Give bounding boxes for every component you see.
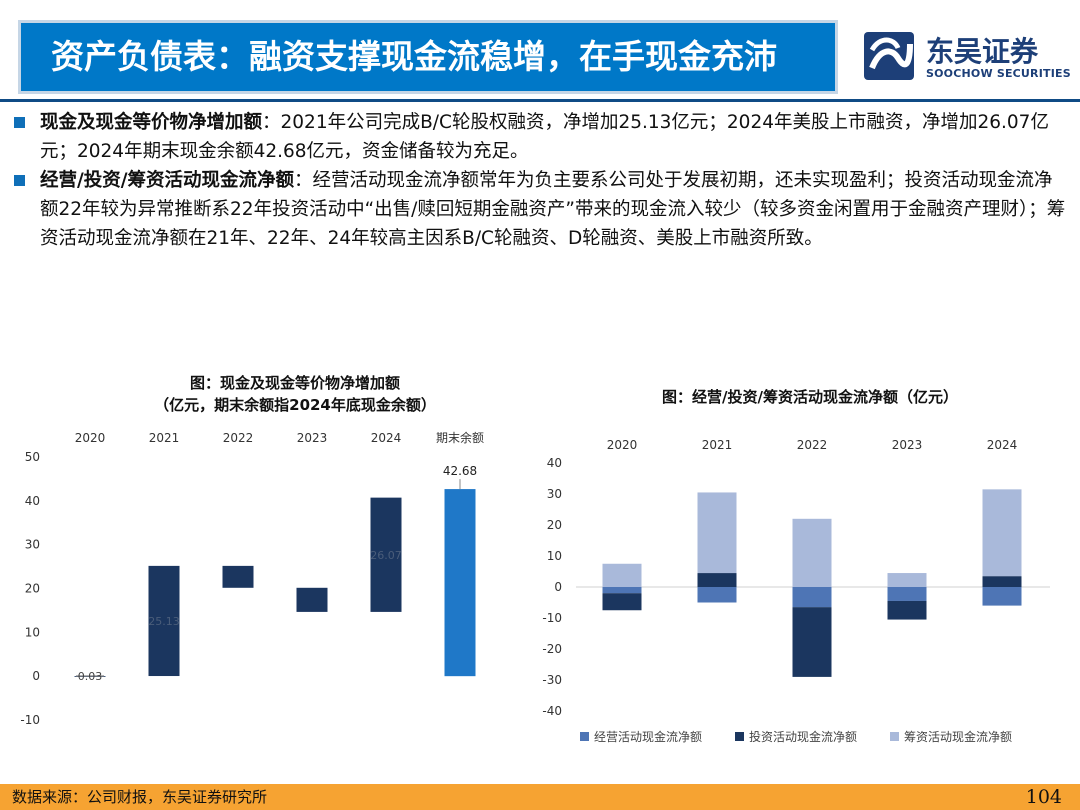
y-tick-label: 20	[25, 582, 40, 596]
stacked-bar-segment	[697, 573, 737, 587]
data-label: 25.13	[148, 615, 180, 628]
square-bullet-icon	[14, 175, 25, 186]
y-tick-label: 30	[547, 487, 562, 501]
x-tick-label: 2021	[149, 431, 180, 445]
legend-label: 筹资活动现金流净额	[904, 729, 1012, 744]
waterfall-bar	[370, 497, 402, 612]
stacked-bar-segment	[887, 573, 927, 587]
data-label: 26.07	[370, 549, 402, 562]
footer-bar: 数据来源：公司财报，东吴证券研究所 104	[0, 784, 1080, 810]
title-bar: 资产负债表：融资支撑现金流稳增，在手现金充沛	[18, 20, 838, 94]
stacked-bar-segment	[982, 576, 1022, 587]
y-tick-label: 40	[25, 494, 40, 508]
stacked-bar-segment	[602, 593, 642, 611]
stacked-bar-segment	[887, 587, 927, 601]
bullet-text: ：2021年公司完成B/C轮股权融资，净增加25.13亿元；2024年美股上市融…	[40, 112, 1049, 162]
y-tick-label: -20	[542, 642, 562, 656]
x-tick-label: 2022	[223, 431, 254, 445]
y-tick-label: -40	[542, 704, 562, 718]
page-number: 104	[1025, 786, 1062, 808]
bullet-item-cash-increase: 现金及现金等价物净增加额：2021年公司完成B/C轮股权融资，净增加25.13亿…	[14, 108, 1066, 166]
y-tick-label: 40	[547, 456, 562, 470]
stacked-bar-segment	[982, 489, 1022, 577]
x-tick-label: 2021	[702, 438, 733, 452]
footer-source: 数据来源：公司财报，东吴证券研究所	[12, 788, 268, 806]
x-tick-label: 2020	[75, 431, 106, 445]
chart2-title: 图：经营/投资/筹资活动现金流净额（亿元）	[662, 388, 958, 406]
legend-label: 经营活动现金流净额	[594, 729, 702, 744]
data-label: 42.68	[443, 464, 477, 478]
square-bullet-icon	[14, 117, 25, 128]
bullet-list: 现金及现金等价物净增加额：2021年公司完成B/C轮股权融资，净增加25.13亿…	[14, 108, 1066, 253]
stacked-bar-segment	[792, 607, 832, 677]
bullet-item-cash-flow: 经营/投资/筹资活动现金流净额：经营活动现金流净额常年为负主要系公司处于发展初期…	[14, 166, 1066, 253]
chart1-title: 图：现金及现金等价物净增加额 （亿元，期末余额指2024年底现金余额）	[60, 372, 530, 416]
header-rule	[0, 99, 1080, 102]
y-tick-label: 50	[25, 450, 40, 464]
y-tick-label: 0	[32, 669, 40, 683]
chart2-stacked-bar: 40 30 20 10 0 -10 -20 -30 -40 2020 2021 2022 2023 202…	[542, 438, 1050, 744]
y-tick-label: -30	[542, 673, 562, 687]
stacked-bar-segment	[602, 587, 642, 594]
chart1-title-line2: （亿元，期末余额指2024年底现金余额）	[154, 396, 436, 414]
bullet-lead: 经营/投资/筹资活动现金流净额	[40, 170, 295, 191]
logo-mark-icon	[864, 32, 914, 80]
page-title: 资产负债表：融资支撑现金流稳增，在手现金充沛	[51, 37, 777, 76]
bullet-lead: 现金及现金等价物净增加额	[40, 112, 263, 133]
y-tick-label: 0	[554, 580, 562, 594]
y-tick-label: 20	[547, 518, 562, 532]
legend-swatch	[890, 732, 899, 741]
x-tick-label: 期末余额	[436, 430, 484, 445]
legend-label: 投资活动现金流净额	[749, 729, 857, 744]
stacked-bar-segment	[602, 563, 642, 587]
stacked-bar-segment	[792, 587, 832, 608]
logo-name: 东吴证券	[926, 35, 1039, 68]
bullet-text: ：经营活动现金流净额常年为负主要系公司处于发展初期，还未实现盈利；投资活动现金流…	[40, 170, 1066, 249]
legend-swatch	[580, 732, 589, 741]
x-tick-label: 2023	[892, 438, 923, 452]
x-tick-label: 2022	[797, 438, 828, 452]
legend-swatch	[735, 732, 744, 741]
y-tick-label: 30	[25, 538, 40, 552]
chart1-waterfall: 50 40 30 20 10 0 -10 2020 0.03 2021 25.13 2022 2023 2…	[20, 430, 484, 727]
y-tick-label: -10	[542, 611, 562, 625]
waterfall-bar	[222, 565, 254, 588]
stacked-bar-segment	[697, 587, 737, 603]
x-tick-label: 2020	[607, 438, 638, 452]
x-tick-label: 2024	[987, 438, 1018, 452]
waterfall-bar	[444, 489, 476, 677]
stacked-bar-segment	[982, 587, 1022, 606]
y-tick-label: -10	[20, 713, 40, 727]
chart1-title-line1: 图：现金及现金等价物净增加额	[189, 374, 400, 392]
stacked-bar-segment	[792, 518, 832, 587]
waterfall-bar	[148, 565, 180, 677]
x-tick-label: 2024	[371, 431, 402, 445]
stacked-bar-segment	[697, 492, 737, 574]
stacked-bar-segment	[887, 600, 927, 620]
x-tick-label: 2023	[297, 431, 328, 445]
logo-subtitle: SOOCHOW SECURITIES	[926, 67, 1071, 80]
waterfall-bar	[296, 587, 328, 612]
company-logo: 东吴证券 SOOCHOW SECURITIES	[862, 28, 1071, 88]
y-tick-label: 10	[547, 549, 562, 563]
data-label: 0.03	[78, 670, 103, 683]
y-tick-label: 10	[25, 625, 40, 639]
